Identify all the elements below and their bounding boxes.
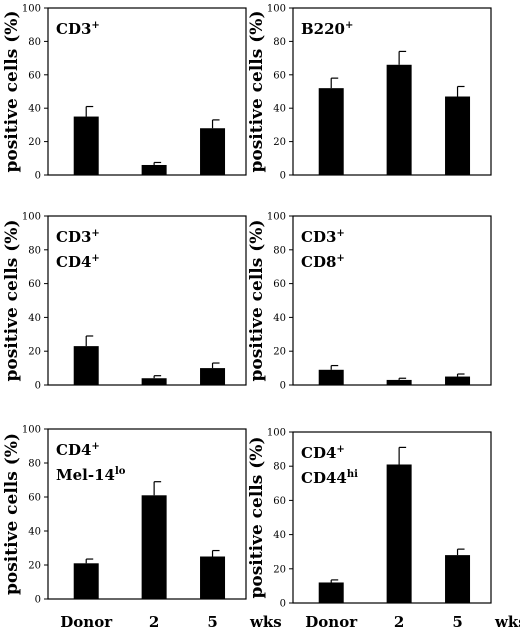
y-tick-label: 0 (280, 599, 286, 610)
x-axis-unit: wks (494, 613, 520, 631)
bar (141, 495, 167, 599)
y-tick-label: 100 (267, 428, 286, 439)
bar (318, 88, 344, 175)
y-tick-label: 60 (273, 70, 286, 81)
y-tick-label: 60 (28, 279, 41, 290)
panel-label: CD3+ (56, 20, 100, 38)
y-axis-label: positive cells (%) (247, 220, 267, 382)
y-tick-label: 40 (28, 104, 41, 115)
y-tick-label: 60 (28, 493, 41, 504)
y-tick-label: 0 (280, 171, 286, 182)
x-tick-label: 2 (149, 613, 159, 631)
y-tick-label: 20 (28, 347, 41, 358)
chart-panel: 0 20 40 60 80 100 CD3+ positive cells (%) (2, 4, 247, 182)
y-tick-label: 80 (273, 245, 286, 256)
chart-panel: 0 20 40 60 80 100 CD4+ Mel-14lo positive cells (… (2, 425, 247, 606)
y-tick-label: 0 (280, 381, 286, 392)
bar (445, 376, 471, 385)
bar (445, 555, 471, 603)
bar (445, 96, 471, 175)
y-tick-label: 60 (28, 70, 41, 81)
y-tick-label: 80 (273, 462, 286, 473)
y-tick-label: 40 (273, 530, 286, 541)
bar (318, 369, 344, 385)
bar (318, 582, 344, 603)
y-tick-label: 100 (22, 212, 41, 223)
y-tick-label: 0 (35, 171, 41, 182)
y-tick-label: 20 (273, 564, 286, 575)
panel-label: CD3+ (301, 228, 345, 246)
y-tick-label: 60 (273, 496, 286, 507)
y-tick-label: 100 (22, 4, 41, 15)
y-tick-label: 100 (267, 4, 286, 15)
bar (386, 64, 412, 175)
bar (73, 346, 99, 385)
x-tick-label: Donor (305, 613, 358, 631)
x-tick-label: 2 (394, 613, 404, 631)
panel-label: CD4+ (56, 441, 100, 459)
y-tick-label: 20 (273, 137, 286, 148)
panel-label: CD44hi (301, 469, 358, 487)
y-tick-label: 20 (28, 137, 41, 148)
y-tick-label: 40 (273, 104, 286, 115)
y-tick-label: 60 (273, 279, 286, 290)
panel-label: B220+ (301, 20, 353, 38)
chart-panel: 0 20 40 60 80 100 B220+ positive cells (%) (247, 4, 492, 182)
y-tick-label: 80 (28, 459, 41, 470)
y-tick-label: 0 (35, 381, 41, 392)
y-tick-label: 40 (28, 527, 41, 538)
y-axis-label: positive cells (%) (2, 433, 22, 595)
chart-panel: 0 20 40 60 80 100 CD3+ CD4+ positive cells (%) (2, 212, 247, 392)
x-tick-label: 5 (207, 613, 217, 631)
panel-label: CD4+ (56, 253, 100, 271)
panel-label: Mel-14lo (56, 466, 126, 484)
y-tick-label: 100 (267, 212, 286, 223)
x-axis-unit: wks (249, 613, 282, 631)
panel-label: CD3+ (56, 228, 100, 246)
bar (141, 164, 167, 175)
y-tick-label: 80 (28, 245, 41, 256)
y-tick-label: 0 (35, 595, 41, 606)
y-tick-label: 40 (28, 313, 41, 324)
panel-label: CD8+ (301, 253, 345, 271)
y-tick-label: 100 (22, 425, 41, 436)
bar (386, 379, 412, 385)
x-tick-label: Donor (60, 613, 113, 631)
x-tick-label: 5 (452, 613, 462, 631)
y-tick-label: 80 (28, 37, 41, 48)
bar (386, 464, 412, 603)
bar (141, 378, 167, 385)
bar (200, 368, 226, 385)
chart-panel: 0 20 40 60 80 100 CD4+ CD44hi positive cells (%) (247, 428, 492, 610)
bar (200, 556, 226, 599)
y-axis-label: positive cells (%) (2, 11, 22, 173)
bar (73, 116, 99, 175)
bar (73, 563, 99, 599)
y-axis-label: positive cells (%) (247, 11, 267, 173)
chart-panel: 0 20 40 60 80 100 CD3+ CD8+ positive cells (%) (247, 212, 492, 392)
panel-label: CD4+ (301, 444, 345, 462)
y-tick-label: 40 (273, 313, 286, 324)
y-tick-label: 80 (273, 37, 286, 48)
y-tick-label: 20 (273, 347, 286, 358)
bar (200, 128, 226, 175)
y-axis-label: positive cells (%) (2, 220, 22, 382)
y-tick-label: 20 (28, 561, 41, 572)
y-axis-label: positive cells (%) (247, 437, 267, 599)
